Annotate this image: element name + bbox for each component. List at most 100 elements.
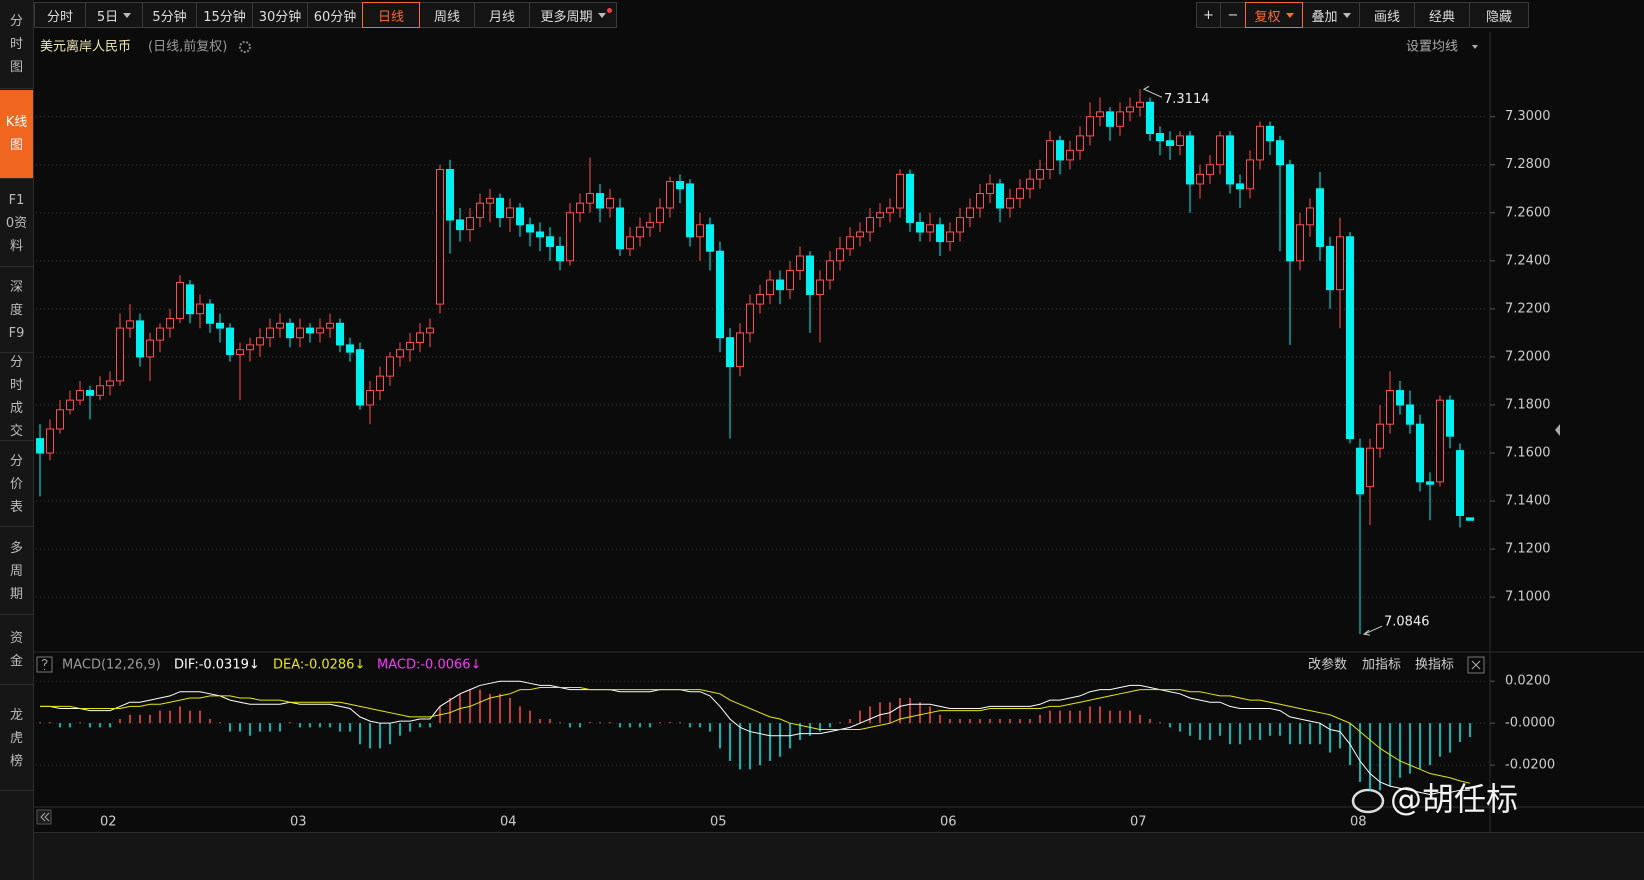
candle-body xyxy=(1236,183,1244,190)
candle-body xyxy=(146,339,154,358)
candle-body xyxy=(406,342,414,351)
candle-body xyxy=(1016,188,1024,199)
candle-body xyxy=(926,224,934,233)
scroll-left[interactable] xyxy=(36,809,52,825)
candle-body xyxy=(426,327,434,334)
tool-button[interactable]: + xyxy=(1196,2,1221,28)
candle-body xyxy=(756,293,764,305)
help-box[interactable] xyxy=(36,656,53,673)
sidebar-item[interactable]: 深度F9 xyxy=(0,268,33,353)
candle-body xyxy=(246,344,254,351)
candle-body xyxy=(1006,197,1014,209)
period-button[interactable]: 更多周期 xyxy=(529,2,617,28)
candle-body xyxy=(366,390,374,406)
candle-body xyxy=(1266,125,1274,142)
x-tick-label: 06 xyxy=(940,815,957,830)
period-button[interactable]: 周线 xyxy=(419,2,475,28)
toolbar: 分时 5日 5分钟 15分钟 30分钟 60分钟 日线 周线 月线 更多周期 xyxy=(34,2,617,32)
candle-body xyxy=(836,248,844,262)
candle-body xyxy=(1146,101,1154,134)
indicator-button[interactable]: 改参数 xyxy=(1308,657,1347,673)
period-button[interactable]: 60分钟 xyxy=(307,2,363,28)
indicator-button[interactable]: 加指标 xyxy=(1362,658,1401,673)
period-button[interactable]: 5日 xyxy=(85,2,143,28)
period-button[interactable]: 5分钟 xyxy=(142,2,197,28)
y-tick-label: 7.1400 xyxy=(1505,494,1551,509)
ma-setting[interactable]: 设置均线 xyxy=(1406,40,1458,55)
tool-button[interactable]: 画线 xyxy=(1359,2,1415,28)
candle-body xyxy=(456,219,464,231)
candle-body xyxy=(886,207,894,214)
candle-body xyxy=(446,169,454,221)
candle-body xyxy=(256,337,264,346)
period-button[interactable]: 日线 xyxy=(362,2,420,28)
settings-icon[interactable] xyxy=(239,41,251,53)
candle-body xyxy=(1326,245,1334,291)
sidebar-item[interactable]: 龙虎榜 xyxy=(0,686,33,791)
candle-body xyxy=(116,327,124,382)
sidebar-item[interactable]: 分时成交 xyxy=(0,354,33,441)
candle-body xyxy=(1316,188,1324,247)
candle-body xyxy=(1126,106,1134,113)
sidebar-item[interactable]: 分价表 xyxy=(0,442,33,527)
candle-body xyxy=(1036,169,1044,180)
candle-body xyxy=(646,221,654,228)
y-tick-label: -0.0200 xyxy=(1505,758,1555,773)
candle-body xyxy=(56,409,64,430)
sidebar-label: K线图 xyxy=(5,115,28,153)
candle-body xyxy=(746,303,754,334)
candle-body xyxy=(236,349,244,356)
sidebar-item[interactable]: 多周期 xyxy=(0,528,33,615)
candle-body xyxy=(826,260,834,281)
period-button[interactable]: 分时 xyxy=(34,2,86,28)
candle-body xyxy=(726,337,734,368)
candle-body xyxy=(196,303,204,315)
candle-body xyxy=(516,207,524,226)
candle-body xyxy=(816,279,824,295)
macd-line xyxy=(40,687,1471,784)
candle-body xyxy=(1286,164,1294,262)
indicator-button[interactable]: 换指标 xyxy=(1415,658,1454,673)
candle-body xyxy=(956,217,964,233)
macd-legend: DEA:-0.0286↓ xyxy=(273,658,365,673)
tool-button[interactable]: 复权 xyxy=(1245,2,1303,28)
period-button[interactable]: 30分钟 xyxy=(252,2,308,28)
toolbar-right: + − 复权 叠加 画线 经典 隐藏 xyxy=(1196,2,1529,32)
period-button[interactable]: 月线 xyxy=(474,2,530,28)
sidebar-label: F10资料 xyxy=(5,192,28,254)
tool-button[interactable]: 经典 xyxy=(1414,2,1470,28)
candle-body xyxy=(1426,481,1434,485)
y-tick-label: 7.3000 xyxy=(1505,109,1551,124)
collapse-arrow[interactable] xyxy=(1555,424,1560,436)
tool-button[interactable]: 隐藏 xyxy=(1469,2,1529,28)
x-tick-label: 04 xyxy=(500,815,517,830)
sidebar-item[interactable]: F10资料 xyxy=(0,180,33,267)
candle-body xyxy=(296,327,304,339)
candle-body xyxy=(506,207,514,219)
scroll-left-icon xyxy=(40,812,50,822)
tool-button[interactable]: − xyxy=(1220,2,1246,28)
candle-body xyxy=(556,245,564,262)
close-box[interactable] xyxy=(1467,656,1485,674)
weibo-icon xyxy=(1351,788,1385,814)
y-tick-label: -0.0000 xyxy=(1505,716,1555,731)
candle-body xyxy=(776,279,784,291)
candle-body xyxy=(536,231,544,238)
candle-body xyxy=(106,380,114,387)
candle-body xyxy=(796,255,804,271)
candle-body xyxy=(356,349,364,406)
candle-body xyxy=(1246,159,1254,190)
watermark: @胡任标 xyxy=(1390,780,1518,818)
candle-body xyxy=(1076,135,1084,151)
sidebar-item[interactable]: K线图 xyxy=(0,90,33,179)
candle-body xyxy=(546,236,554,247)
candle-body xyxy=(806,255,814,295)
candle-body xyxy=(376,375,384,392)
sidebar-item[interactable]: 资金 xyxy=(0,616,33,685)
period-button[interactable]: 15分钟 xyxy=(196,2,253,28)
tool-button[interactable]: 叠加 xyxy=(1302,2,1360,28)
candle-body xyxy=(1466,517,1474,521)
sidebar-item[interactable]: 分时图 xyxy=(0,0,33,89)
min-label: 7.0846 xyxy=(1384,615,1430,630)
